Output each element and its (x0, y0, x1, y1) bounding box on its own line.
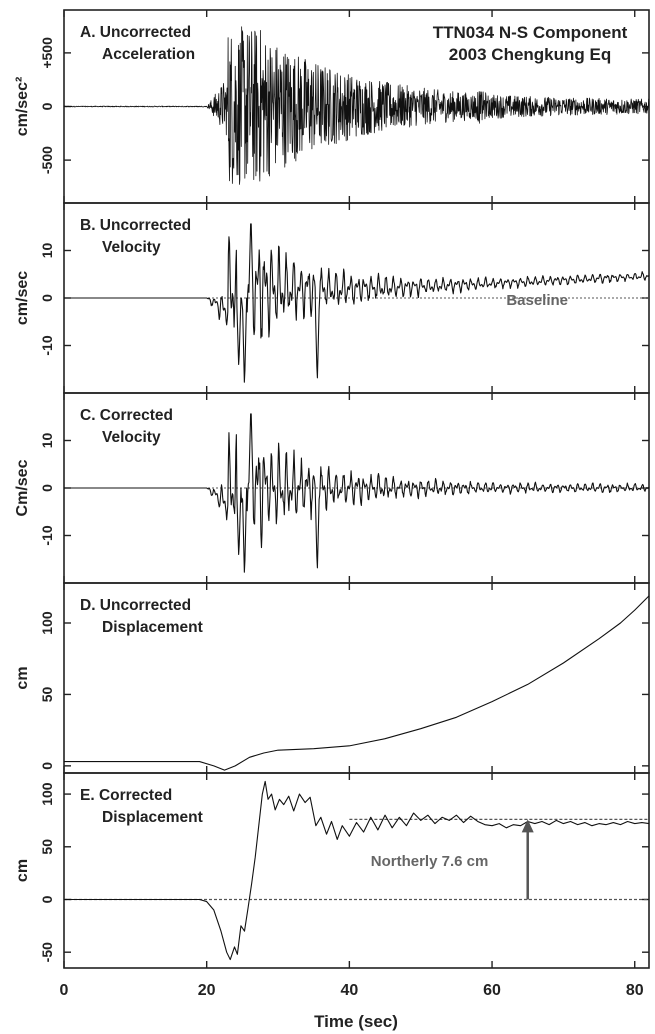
series-line (64, 780, 650, 961)
y-axis-label: cm (14, 859, 31, 882)
panel-e: -50 0 50 100 cm E. Corrected Displacement North… (14, 772, 650, 969)
x-axis-label: Time (sec) (314, 1012, 398, 1031)
y-axis-label: cm/sec (14, 271, 31, 325)
x-axis-ticks: 0 20 40 60 80 (60, 982, 644, 999)
x-tick-label: 0 (60, 982, 69, 999)
y-axis-label: cm/sec² (14, 77, 31, 137)
annotation-label: Northerly 7.6 cm (371, 853, 489, 870)
series-line (64, 595, 650, 771)
series-line (63, 26, 650, 185)
series-line (64, 223, 650, 383)
panel-title-line2: Displacement (102, 809, 203, 826)
series-line (64, 413, 650, 573)
panel-d: 0 50 100 cm D. Uncorrected Displacement (14, 582, 650, 774)
x-tick-label: 60 (483, 982, 501, 999)
y-tick-label: 0 (39, 895, 55, 903)
x-tick-label: 40 (340, 982, 358, 999)
y-axis-label: cm (14, 666, 31, 689)
y-tick-label: -10 (39, 335, 55, 355)
offset-arrow-head (521, 819, 534, 833)
y-tick-label: -50 (39, 942, 55, 962)
y-tick-label: -500 (39, 146, 55, 174)
panel-title-line2: Velocity (102, 239, 161, 256)
panel-title-line2: Acceleration (102, 46, 195, 63)
panel-title-line1: A. Uncorrected (80, 24, 191, 41)
y-tick-label: 0 (39, 762, 55, 770)
panel-title-line1: D. Uncorrected (80, 597, 191, 614)
y-tick-label: 0 (39, 484, 55, 492)
y-tick-label: -10 (39, 525, 55, 545)
figure-title-line2: 2003 Chengkung Eq (449, 45, 611, 64)
annotation-label: Baseline (506, 292, 568, 309)
y-axis-label: Cm/sec (14, 459, 31, 516)
y-tick-label: 0 (39, 102, 55, 110)
y-tick-label: 10 (39, 433, 55, 449)
x-tick-label: 80 (626, 982, 644, 999)
panel-title-line2: Displacement (102, 619, 203, 636)
y-tick-label: 100 (39, 782, 55, 806)
y-tick-label: 10 (39, 243, 55, 259)
x-tick-label: 20 (198, 982, 216, 999)
y-tick-label: 0 (39, 294, 55, 302)
panel-title-line2: Velocity (102, 429, 161, 446)
figure-title-line1: TTN034 N-S Component (433, 23, 628, 42)
panel-c: -10 0 10 Cm/sec C. Corrected Velocity (14, 392, 650, 584)
y-tick-label: 50 (39, 839, 55, 855)
panel-title-line1: E. Corrected (80, 787, 172, 804)
panel-title-line1: C. Corrected (80, 407, 173, 424)
y-tick-label: 50 (39, 686, 55, 702)
panel-frame (63, 772, 650, 969)
panel-b: -10 0 10 cm/sec B. Uncorrected Velocity Baseli… (14, 202, 650, 394)
panel-title-line1: B. Uncorrected (80, 217, 191, 234)
y-tick-label: +500 (39, 37, 55, 69)
y-tick-label: 100 (39, 611, 55, 635)
panel-a: -500 0 +500 cm/sec² A. Uncorrected Accelerati… (14, 9, 650, 204)
